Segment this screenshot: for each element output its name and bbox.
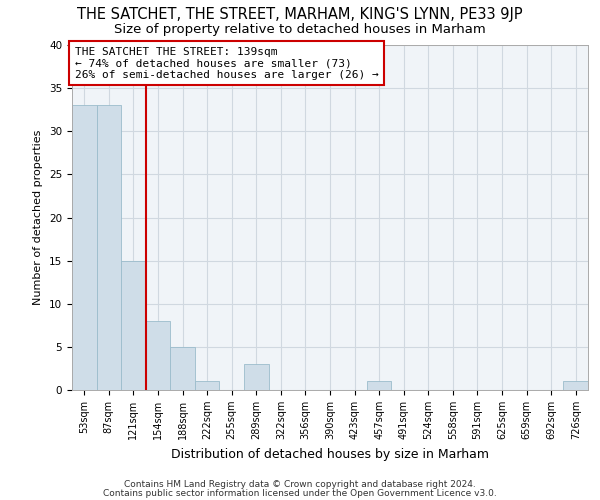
Bar xyxy=(72,106,97,390)
Bar xyxy=(195,382,220,390)
Y-axis label: Number of detached properties: Number of detached properties xyxy=(34,130,43,305)
Bar xyxy=(97,106,121,390)
Bar xyxy=(121,260,146,390)
Bar xyxy=(170,347,195,390)
X-axis label: Distribution of detached houses by size in Marham: Distribution of detached houses by size … xyxy=(171,448,489,460)
Text: THE SATCHET THE STREET: 139sqm
← 74% of detached houses are smaller (73)
26% of : THE SATCHET THE STREET: 139sqm ← 74% of … xyxy=(74,46,379,80)
Bar xyxy=(244,364,269,390)
Bar xyxy=(563,382,588,390)
Text: Contains public sector information licensed under the Open Government Licence v3: Contains public sector information licen… xyxy=(103,488,497,498)
Text: THE SATCHET, THE STREET, MARHAM, KING'S LYNN, PE33 9JP: THE SATCHET, THE STREET, MARHAM, KING'S … xyxy=(77,8,523,22)
Bar xyxy=(367,382,391,390)
Text: Contains HM Land Registry data © Crown copyright and database right 2024.: Contains HM Land Registry data © Crown c… xyxy=(124,480,476,489)
Bar xyxy=(146,321,170,390)
Text: Size of property relative to detached houses in Marham: Size of property relative to detached ho… xyxy=(114,22,486,36)
